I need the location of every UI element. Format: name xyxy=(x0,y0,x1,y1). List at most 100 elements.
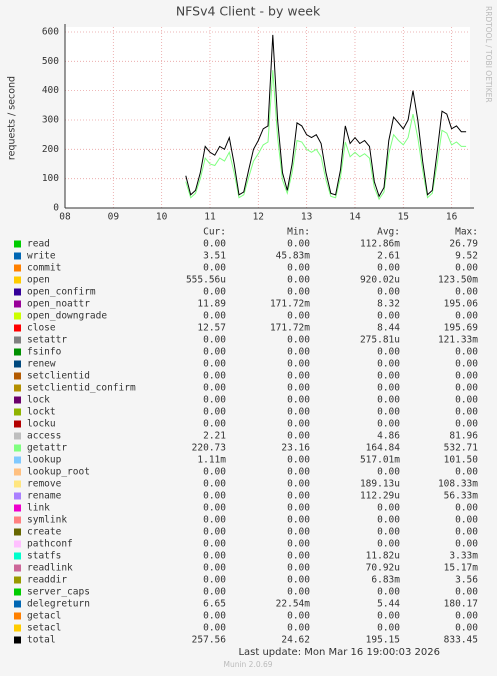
legend-label: readdir xyxy=(27,575,67,586)
legend-value: 0.00 xyxy=(455,503,478,514)
legend-label: rename xyxy=(27,491,62,502)
legend-value: 0.00 xyxy=(203,551,226,562)
plot-area xyxy=(65,27,470,208)
legend-label: setclientid_confirm xyxy=(27,383,136,394)
legend-value: 112.29u xyxy=(360,491,400,502)
legend-value: 9.52 xyxy=(455,251,478,262)
legend-value: 0.00 xyxy=(287,551,310,562)
legend-value: 0.00 xyxy=(377,383,400,394)
legend-value: 171.72m xyxy=(270,299,310,310)
legend-value: 0.00 xyxy=(203,587,226,598)
x-tick-label: 15 xyxy=(398,212,409,223)
legend-header: Max: xyxy=(455,227,478,238)
legend-value: 0.00 xyxy=(287,239,310,250)
legend-value: 0.00 xyxy=(455,611,478,622)
x-tick-label: 12 xyxy=(253,212,264,223)
legend-value: 0.00 xyxy=(287,263,310,274)
legend-value: 81.96 xyxy=(449,431,478,442)
legend-swatch xyxy=(14,336,21,344)
legend-label: link xyxy=(27,503,50,514)
legend-swatch xyxy=(14,432,21,440)
legend-swatch xyxy=(14,312,21,320)
legend-header: Avg: xyxy=(377,227,400,238)
legend-value: 0.00 xyxy=(203,263,226,274)
legend-swatch xyxy=(14,516,21,524)
legend-value: 0.00 xyxy=(203,371,226,382)
legend-label: lock xyxy=(27,395,50,406)
legend-value: 0.00 xyxy=(377,419,400,430)
x-tick-label: 09 xyxy=(108,212,120,223)
y-tick-label: 200 xyxy=(42,144,59,155)
legend-label: remove xyxy=(27,479,62,490)
legend-value: 195.69 xyxy=(444,323,479,334)
legend-swatch xyxy=(14,492,21,500)
legend-label: symlink xyxy=(27,515,67,526)
legend-value: 0.00 xyxy=(455,287,478,298)
legend-value: 275.81u xyxy=(360,335,400,346)
legend-value: 0.00 xyxy=(203,467,226,478)
legend-value: 0.00 xyxy=(203,503,226,514)
legend-value: 0.00 xyxy=(287,587,310,598)
legend-label: lockt xyxy=(27,407,56,418)
y-tick-label: 600 xyxy=(42,26,59,37)
y-tick-label: 100 xyxy=(42,173,59,184)
side-label: RRDTOOL / TOBI OETIKER xyxy=(484,6,493,103)
legend-value: 0.00 xyxy=(287,623,310,634)
legend-value: 0.00 xyxy=(455,359,478,370)
legend-value: 833.45 xyxy=(444,635,478,646)
legend-value: 0.00 xyxy=(455,587,478,598)
legend-value: 920.02u xyxy=(360,275,400,286)
legend-value: 0.00 xyxy=(287,515,310,526)
legend-value: 0.00 xyxy=(287,563,310,574)
legend-value: 8.32 xyxy=(377,299,400,310)
legend-value: 164.84 xyxy=(366,443,401,454)
legend-value: 0.00 xyxy=(287,503,310,514)
legend-swatch xyxy=(14,564,21,572)
legend-value: 0.00 xyxy=(203,563,226,574)
legend-value: 0.00 xyxy=(203,575,226,586)
legend-value: 0.00 xyxy=(203,335,226,346)
legend-value: 0.00 xyxy=(287,335,310,346)
legend-value: 0.00 xyxy=(287,479,310,490)
legend-value: 0.00 xyxy=(377,395,400,406)
legend-value: 0.00 xyxy=(377,311,400,322)
x-tick-label: 14 xyxy=(349,212,361,223)
legend-value: 0.00 xyxy=(455,263,478,274)
legend-swatch xyxy=(14,372,21,380)
legend-swatch xyxy=(14,612,21,620)
legend-label: setattr xyxy=(27,335,67,346)
legend-value: 0.00 xyxy=(377,527,400,538)
last-update: Last update: Mon Mar 16 19:00:03 2026 xyxy=(238,647,440,658)
legend-label: open_noattr xyxy=(27,299,90,310)
legend-value: 0.00 xyxy=(287,275,310,286)
legend-value: 0.00 xyxy=(377,287,400,298)
legend-swatch xyxy=(14,636,21,644)
legend-swatch xyxy=(14,420,21,428)
legend-value: 517.01m xyxy=(360,455,400,466)
legend-value: 0.00 xyxy=(377,347,400,358)
legend-value: 555.56u xyxy=(186,275,226,286)
legend-label: statfs xyxy=(27,551,61,562)
legend-value: 0.00 xyxy=(203,491,226,502)
legend-value: 0.00 xyxy=(455,395,478,406)
y-tick-label: 400 xyxy=(42,85,59,96)
legend-value: 15.17m xyxy=(444,563,479,574)
legend-label: open_downgrade xyxy=(27,311,107,322)
legend-value: 112.86m xyxy=(360,239,400,250)
legend-label: fsinfo xyxy=(27,347,62,358)
legend-value: 0.00 xyxy=(203,239,226,250)
legend-swatch xyxy=(14,588,21,596)
legend-value: 0.00 xyxy=(203,419,226,430)
legend-value: 0.00 xyxy=(287,539,310,550)
legend-value: 0.00 xyxy=(203,359,226,370)
legend-value: 3.56 xyxy=(455,575,478,586)
series-line xyxy=(185,70,467,201)
legend-value: 0.00 xyxy=(455,347,478,358)
legend-value: 0.00 xyxy=(287,287,310,298)
legend-value: 195.15 xyxy=(366,635,400,646)
legend-value: 220.73 xyxy=(192,443,226,454)
legend-swatch xyxy=(14,552,21,560)
legend-value: 0.00 xyxy=(203,515,226,526)
legend-label: lookup xyxy=(27,455,62,466)
